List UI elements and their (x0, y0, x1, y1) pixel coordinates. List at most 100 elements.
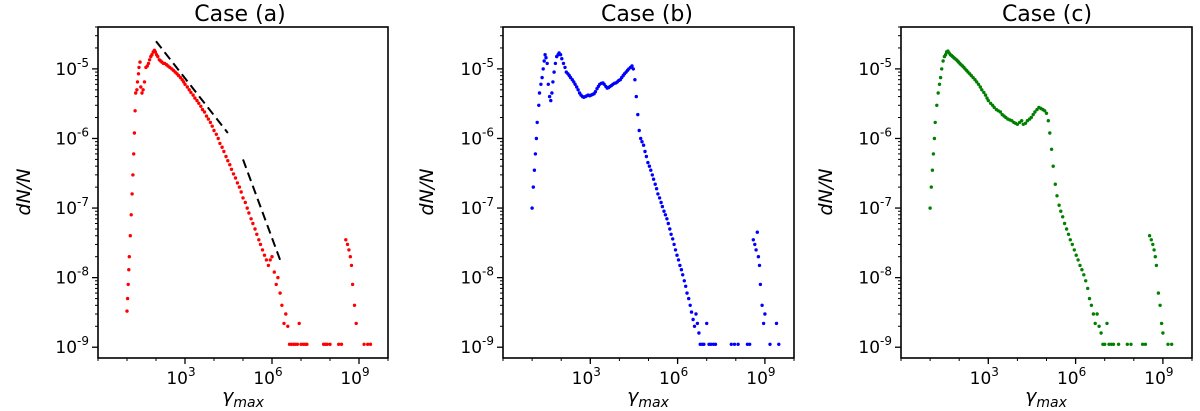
data-point (257, 238, 261, 242)
data-point (702, 342, 706, 346)
y-tick-label: 10-9 (460, 334, 494, 358)
data-point (654, 187, 659, 191)
x-tick-label: 109 (746, 365, 775, 389)
data-point (552, 70, 556, 74)
x-tick-label: 106 (659, 365, 688, 389)
data-point (258, 242, 263, 247)
data-point (633, 78, 637, 82)
data-point (366, 342, 370, 346)
x-tick-label: 103 (970, 365, 999, 389)
data-point (202, 110, 207, 114)
data-point (751, 238, 755, 242)
data-point (243, 200, 247, 205)
panel-case-c: Case (c) 10-9 10-8 10-7 10-6 10-5 103 106 109 γ… (815, 2, 1193, 411)
data-point (1125, 342, 1130, 346)
data-point (550, 91, 554, 95)
data-point (132, 131, 137, 135)
data-point (709, 342, 713, 346)
data-point (139, 85, 143, 89)
data-point (938, 75, 943, 80)
data-point (200, 107, 205, 112)
data-point (253, 227, 257, 231)
data-point (140, 91, 144, 95)
data-point (239, 190, 243, 194)
data-point (350, 282, 355, 287)
data-point (932, 136, 937, 141)
data-point (1166, 342, 1170, 346)
data-point (229, 167, 234, 171)
data-point (534, 136, 539, 141)
data-point (986, 98, 990, 103)
y-tick-label: 10-5 (55, 56, 89, 80)
data-point (653, 182, 657, 186)
data-point (156, 54, 160, 59)
data-point (761, 321, 766, 326)
y-tick-label: 10-7 (55, 195, 89, 219)
data-point (226, 159, 230, 163)
data-point (193, 96, 197, 100)
data-point (135, 88, 139, 92)
data-point (679, 268, 684, 272)
data-point (975, 80, 979, 84)
data-point (756, 255, 761, 259)
data-point (768, 342, 772, 346)
data-point (1074, 253, 1078, 257)
data-point (127, 255, 131, 259)
data-point (210, 124, 214, 128)
plot-frame (900, 26, 1193, 359)
plot-frame (502, 26, 795, 359)
data-point (368, 342, 373, 346)
data-point (531, 185, 535, 189)
data-point (663, 213, 668, 217)
data-point (689, 310, 694, 314)
x-tick-label: 103 (572, 365, 601, 389)
x-tick-label: 109 (1144, 365, 1173, 389)
data-point (189, 90, 193, 95)
data-point (639, 136, 643, 141)
data-point (147, 58, 152, 62)
panel-case-b: Case (b) 10-9 10-8 10-7 10-6 10-5 103 106 109 γ… (416, 2, 795, 411)
data-point (1107, 342, 1111, 346)
data-point (150, 53, 154, 57)
data-point (630, 64, 634, 68)
data-point (1105, 321, 1109, 326)
data-point (537, 91, 542, 95)
data-point (1020, 119, 1024, 123)
data-point (212, 128, 216, 133)
y-tick-label: 10-8 (858, 265, 892, 289)
data-point (349, 263, 354, 268)
data-point (233, 176, 238, 180)
data-point (132, 152, 136, 156)
y-tick-label: 10-9 (55, 334, 89, 358)
data-point (136, 72, 141, 76)
data-point (1111, 342, 1116, 346)
y-tick-label: 10-8 (460, 265, 494, 289)
data-point (691, 317, 695, 322)
data-point (1099, 331, 1103, 335)
data-point (650, 173, 654, 177)
data-point (678, 263, 682, 268)
data-point (272, 270, 276, 274)
x-tick-label: 106 (1057, 365, 1086, 389)
data-point (992, 105, 996, 110)
data-point (1084, 279, 1088, 283)
data-point (187, 88, 191, 92)
data-point (643, 149, 647, 154)
data-point (142, 80, 147, 84)
data-point (337, 342, 341, 346)
data-point (935, 103, 939, 108)
y-axis-label: dN/N (815, 169, 837, 216)
data-point (576, 88, 580, 92)
data-point (1149, 238, 1154, 242)
data-point (651, 177, 656, 181)
data-point (1097, 324, 1101, 328)
data-point (560, 57, 564, 61)
data-point (266, 263, 271, 268)
data-point (1140, 342, 1145, 346)
data-point (777, 342, 781, 346)
y-tick-label: 10-5 (460, 56, 494, 80)
data-point (695, 321, 700, 326)
data-point (1116, 342, 1121, 346)
data-point (325, 342, 329, 346)
data-point (640, 140, 644, 144)
